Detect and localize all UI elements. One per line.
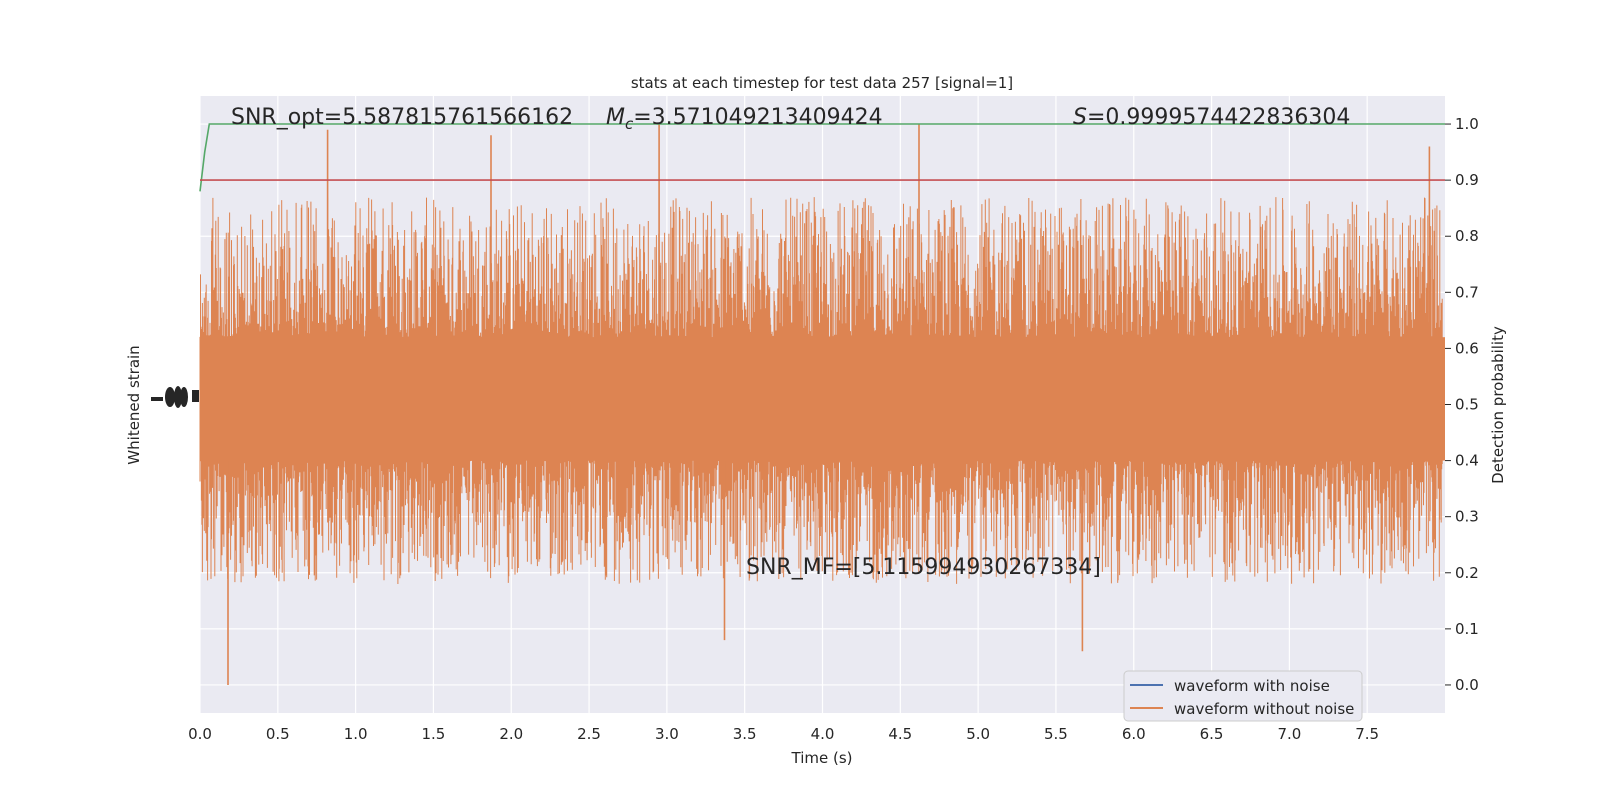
x-ticks: 0.0 0.5 1.0 1.5 2.0 2.5 3.0 3.5 4.0 4.5 5.0 5.5 6.0 6… (188, 725, 1379, 743)
x-tick-label: 0.0 (188, 725, 212, 743)
y-tick-label: 1.0 (1455, 115, 1479, 133)
s-value: =0.9999574422836304 (1087, 105, 1350, 130)
y-tick-label: 0.0 (1455, 676, 1479, 694)
chart-title: stats at each timestep for test data 257… (631, 74, 1013, 92)
y-right-axis-label: Detection probability (1489, 326, 1507, 484)
y-tick-label: 0.8 (1455, 227, 1479, 245)
x-tick-label: 6.5 (1200, 725, 1224, 743)
legend-label-with-noise: waveform with noise (1174, 677, 1330, 695)
legend-box (1123, 670, 1363, 722)
legend: waveform with noise waveform without noi… (1123, 670, 1363, 722)
x-tick-label: 1.0 (344, 725, 368, 743)
detection-probability-line (199, 123, 1445, 192)
x-tick-label: 2.0 (499, 725, 523, 743)
x-tick-label: 4.0 (811, 725, 835, 743)
annotation-mc: Mc=3.571049213409424 (606, 105, 883, 133)
mc-symbol: M (606, 105, 625, 130)
y-tick-label: 0.2 (1455, 564, 1479, 582)
mc-subscript: c (625, 115, 634, 133)
y-tick-label: 0.9 (1455, 171, 1479, 189)
legend-label-without-noise: waveform without noise (1174, 700, 1354, 718)
y-tick-label: 0.5 (1455, 396, 1479, 414)
x-tick-label: 1.5 (422, 725, 446, 743)
x-tick-label: 5.0 (966, 725, 990, 743)
x-tick-label: 5.5 (1044, 725, 1068, 743)
x-tick-label: 7.5 (1355, 725, 1379, 743)
x-tick-label: 3.0 (655, 725, 679, 743)
waveform-strokes (199, 197, 1443, 584)
y-tick-label: 0.3 (1455, 508, 1479, 526)
left-tick-clutter (151, 386, 199, 408)
waveform-spikes (227, 124, 1431, 685)
x-tick-label: 6.0 (1122, 725, 1146, 743)
y-right-ticks: 0.0 0.1 0.2 0.3 0.4 0.5 0.6 0.7 0.8 0.9 1.0 (1445, 115, 1479, 694)
s-symbol: S (1073, 105, 1087, 130)
y-tick-label: 0.4 (1455, 452, 1479, 470)
x-tick-label: 2.5 (577, 725, 601, 743)
x-tick-label: 7.0 (1277, 725, 1301, 743)
mc-value: =3.571049213409424 (633, 105, 882, 130)
annotation-s: S=0.9999574422836304 (1073, 105, 1350, 130)
y-tick-label: 0.1 (1455, 620, 1479, 638)
series-waveform-without-noise (199, 124, 1445, 685)
x-tick-label: 3.5 (733, 725, 757, 743)
annotation-snr-mf: SNR_MF=[5.115994930267334] (746, 555, 1101, 580)
y-tick-label: 0.6 (1455, 339, 1479, 357)
annotation-snr-opt: SNR_opt=5.587815761566162 (231, 105, 573, 130)
x-tick-label: 4.5 (888, 725, 912, 743)
x-tick-label: 0.5 (266, 725, 290, 743)
x-axis-label: Time (s) (791, 749, 853, 767)
y-left-axis-label: Whitened strain (125, 345, 143, 464)
probability-lines (199, 123, 1445, 192)
y-tick-label: 0.7 (1455, 283, 1479, 301)
